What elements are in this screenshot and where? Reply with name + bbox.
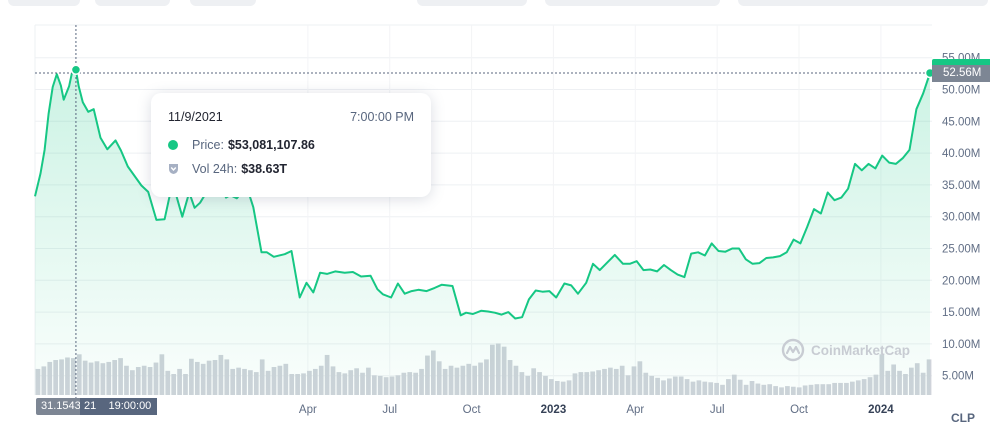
last-price-label: 52.56M (932, 65, 990, 82)
range-tab[interactable] (417, 0, 527, 6)
y-tick-label: 20.00M (942, 275, 980, 287)
range-tab[interactable] (738, 0, 988, 6)
x-tick-label: 2023 (541, 404, 567, 416)
price-area-fill (35, 69, 930, 396)
y-tick-label: 25.00M (942, 244, 980, 256)
y-axis: 5.00M 10.00M 15.00M 20.00M 25.00M 30.00M 35.00… (942, 53, 980, 383)
y-tick-label: 50.00M (942, 85, 980, 97)
y-tick-label: 10.00M (942, 339, 980, 351)
shield-volume-icon (169, 164, 178, 174)
y-tick-label: 30.00M (942, 212, 980, 224)
green-dot-icon (168, 140, 178, 150)
range-tab[interactable] (545, 0, 720, 6)
x-tick-label: Oct (790, 404, 809, 416)
x-tick-label: Apr (299, 404, 317, 416)
chart-tooltip: 11/9/2021 7:00:00 PM Price: $53,081,107.… (151, 93, 431, 197)
tooltip-price-label: Price: (192, 138, 224, 152)
watermark-text: CoinMarketCap (811, 342, 911, 358)
y-tick-label: 55.00M (942, 53, 980, 65)
y-tick-label: 40.00M (942, 148, 980, 160)
tooltip-time: 7:00:00 PM (350, 110, 414, 124)
x-tick-label: Oct (463, 404, 482, 416)
tooltip-volume-row: Vol 24h: $38.63T (168, 162, 287, 176)
price-line (34, 68, 931, 320)
hover-point (70, 64, 82, 76)
crosshair-left-value: 31.1543 (36, 398, 86, 415)
price-area (34, 68, 931, 396)
tooltip-volume-value: $38.63T (241, 162, 288, 176)
range-tab[interactable] (190, 0, 256, 6)
currency-label[interactable]: CLP (951, 411, 975, 425)
tooltip-date: 11/9/2021 (168, 110, 223, 124)
watermark: CoinMarketCap (781, 338, 910, 362)
y-tick-label: 45.00M (942, 116, 980, 128)
crosshair-time: 19:00:00 (108, 400, 152, 412)
x-tick-label: Jul (710, 404, 725, 416)
x-tick-label: 2024 (868, 404, 894, 416)
y-tick-label: 5.00M (942, 371, 974, 383)
tooltip-price-row: Price: $53,081,107.86 (168, 138, 315, 152)
x-tick-label: Apr (626, 404, 644, 416)
y-tick-label: 15.00M (942, 307, 980, 319)
tooltip-volume-label: Vol 24h: (192, 162, 238, 176)
tooltip-price-value: $53,081,107.86 (227, 138, 315, 152)
coinmarketcap-logo-icon (781, 338, 805, 362)
range-tab[interactable] (8, 0, 80, 6)
range-tab[interactable] (95, 0, 170, 6)
y-tick-label: 35.00M (942, 180, 980, 192)
x-tick-label: Jul (382, 404, 397, 416)
crosshair-time-badge: 21 19:00:00 (80, 398, 158, 415)
x-axis: Apr Jul Oct 2023 Apr Jul Oct 2024 (299, 404, 894, 416)
crosshair-date-fragment: 21 (84, 400, 97, 412)
